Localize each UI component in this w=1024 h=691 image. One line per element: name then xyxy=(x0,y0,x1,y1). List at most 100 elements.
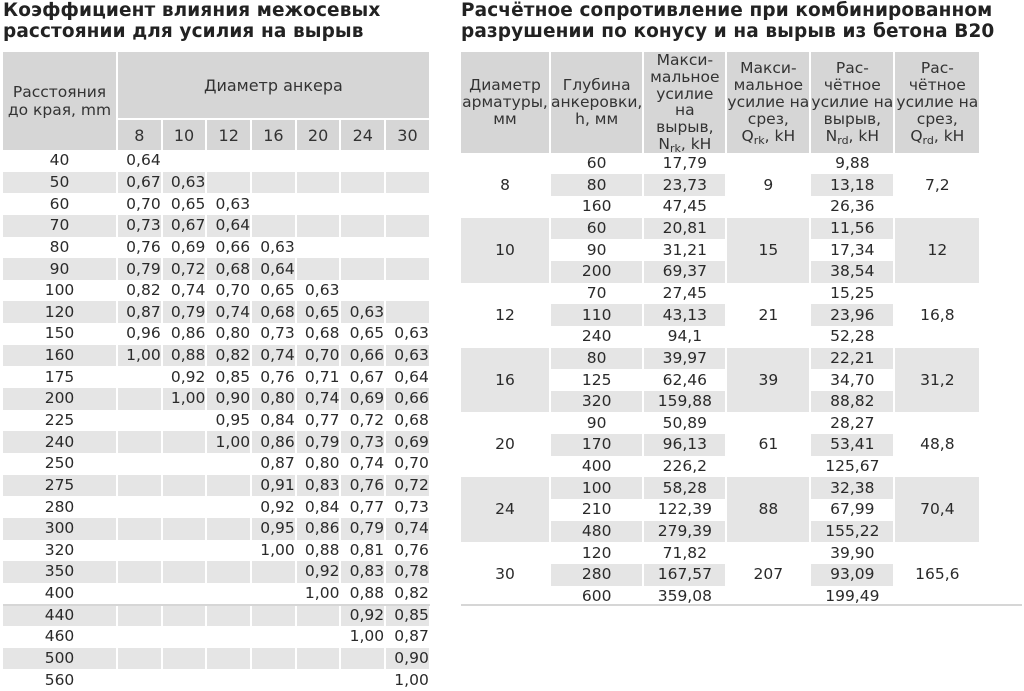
coefficient-cell xyxy=(252,626,295,648)
anchorage-depth-cell: 240 xyxy=(551,325,643,348)
coefficient-cell: 0,63 xyxy=(394,324,429,343)
table-row: 12 70 27,45 21 15,25 16,8 xyxy=(461,282,979,324)
edge-distance-cell: 350 xyxy=(3,561,116,583)
coefficient-cell: 0,88 xyxy=(162,344,206,367)
coefficient-cell: 0,95 xyxy=(252,517,295,540)
coefficient-cell: 0,90 xyxy=(207,388,251,410)
anchorage-depth-cell: 90 xyxy=(551,412,643,435)
coefficient-cell: 0,79 xyxy=(341,517,385,540)
coefficient-cell: 0,68 xyxy=(394,411,429,429)
max-pullout-cell: 23,73 xyxy=(644,174,726,197)
design-pullout-cell: 17,34 xyxy=(811,239,894,261)
coefficient-cell xyxy=(297,150,340,172)
coefficient-cell: 1,00 xyxy=(394,670,429,689)
coefficient-cell: 0,88 xyxy=(304,540,340,559)
coefficient-cell: 0,64 xyxy=(252,258,295,280)
coefficient-cell: 0,63 xyxy=(386,344,429,367)
coefficient-cell xyxy=(341,237,384,259)
design-pullout-cell: 125,67 xyxy=(811,455,894,478)
right-table-title: Расчётное сопротивление при комбинирован… xyxy=(461,0,1021,42)
anchorage-depth-cell: 320 xyxy=(551,390,643,413)
max-shear-cell: 15 xyxy=(727,217,810,283)
max-pullout-cell: 47,45 xyxy=(644,196,726,218)
table-row: 560 1,00 xyxy=(3,669,429,691)
coefficient-cell xyxy=(252,669,295,691)
coefficient-cell: 0,65 xyxy=(349,324,385,343)
design-pullout-cell: 53,41 xyxy=(811,434,894,456)
diameter-col-header: 20 xyxy=(296,118,340,150)
coefficient-cell: 1,00 xyxy=(260,540,295,559)
coefficient-cell xyxy=(207,517,251,540)
design-pullout-cell: 88,82 xyxy=(811,390,894,413)
coefficient-cell: 0,80 xyxy=(304,454,340,473)
coefficient-cell: 0,72 xyxy=(162,258,206,280)
coefficient-cell xyxy=(207,561,251,583)
coefficient-cell xyxy=(118,431,161,453)
coefficient-cell: 0,72 xyxy=(386,474,429,497)
table-row: 460 1,00 0,87 xyxy=(3,626,429,648)
coefficient-cell xyxy=(207,150,250,172)
coefficient-cell: 0,86 xyxy=(252,431,295,453)
coefficient-cell xyxy=(386,258,429,280)
edge-distance-cell: 175 xyxy=(44,367,75,386)
max-shear-cell: 207 xyxy=(753,565,784,584)
coefficient-cell: 0,91 xyxy=(252,474,295,497)
coefficient-cell xyxy=(296,647,340,670)
table-row: 60 0,70 0,65 0,63 xyxy=(3,193,429,215)
coefficient-cell: 0,67 xyxy=(118,171,161,194)
coefficient-cell: 0,86 xyxy=(296,517,340,540)
max-pullout-cell: 62,46 xyxy=(644,369,726,391)
diameter-col-header: 24 xyxy=(341,118,385,150)
coefficient-cell xyxy=(162,647,206,670)
edge-distance-cell: 300 xyxy=(3,517,116,540)
anchorage-depth-cell: 60 xyxy=(551,217,643,240)
coefficient-cell: 0,69 xyxy=(170,237,206,256)
edge-distance-cell: 240 xyxy=(3,431,116,453)
anchorage-depth-cell: 70 xyxy=(551,282,643,305)
table-row: 90 0,79 0,72 0,68 0,64 xyxy=(3,258,429,280)
coefficient-cell xyxy=(296,171,340,194)
right-table-bottom-rule xyxy=(461,604,1022,606)
coefficient-cell xyxy=(207,171,251,194)
coefficient-cell: 0,63 xyxy=(341,301,385,324)
coefficient-cell: 0,73 xyxy=(260,324,295,343)
rebar-diameter-cell: 20 xyxy=(495,435,515,454)
coefficient-cell xyxy=(386,237,429,259)
coefficient-cell: 0,64 xyxy=(394,367,429,386)
coefficient-cell: 0,68 xyxy=(207,258,251,280)
coefficient-cell xyxy=(252,604,295,627)
coefficient-cell xyxy=(207,583,250,605)
max-shear-cell: 61 xyxy=(758,435,779,454)
coefficient-cell xyxy=(341,214,385,237)
coefficient-cell: 0,71 xyxy=(304,367,340,386)
coefficient-cell: 0,92 xyxy=(260,497,295,516)
design-pullout-force-header: Рас-чётное усилие на вырыв, Nrd, kH xyxy=(811,52,894,153)
rebar-diameter-cell: 10 xyxy=(461,217,549,283)
coefficient-cell xyxy=(297,626,340,648)
table-row: 440 0,92 0,85 xyxy=(3,604,429,627)
coefficient-cell: 0,73 xyxy=(394,497,429,516)
coefficient-cell: 0,82 xyxy=(126,281,161,300)
edge-distance-cell: 275 xyxy=(3,474,116,497)
table-row: 500 0,90 xyxy=(3,647,429,670)
edge-distance-cell: 80 xyxy=(49,237,70,256)
design-shear-cell: 48,8 xyxy=(920,435,955,454)
coefficient-cell: 0,85 xyxy=(215,367,251,386)
max-pullout-cell: 39,97 xyxy=(644,347,726,370)
design-pullout-cell: 26,36 xyxy=(811,196,894,218)
table-row: 480 279,39 155,22 xyxy=(461,520,979,543)
coefficient-cell xyxy=(162,431,206,453)
coefficient-cell xyxy=(296,214,340,237)
coefficient-cell xyxy=(162,561,206,583)
edge-distance-cell: 70 xyxy=(3,214,116,237)
coefficient-cell xyxy=(252,193,295,215)
coefficient-cell: 0,84 xyxy=(260,411,295,429)
coefficient-cell xyxy=(118,517,161,540)
coefficient-cell xyxy=(252,214,295,237)
edge-distance-cell: 120 xyxy=(3,301,116,324)
coefficient-cell xyxy=(207,669,250,691)
coefficient-cell: 0,77 xyxy=(304,411,340,429)
edge-distance-cell: 400 xyxy=(44,584,75,603)
coefficient-cell: 0,69 xyxy=(341,388,385,410)
